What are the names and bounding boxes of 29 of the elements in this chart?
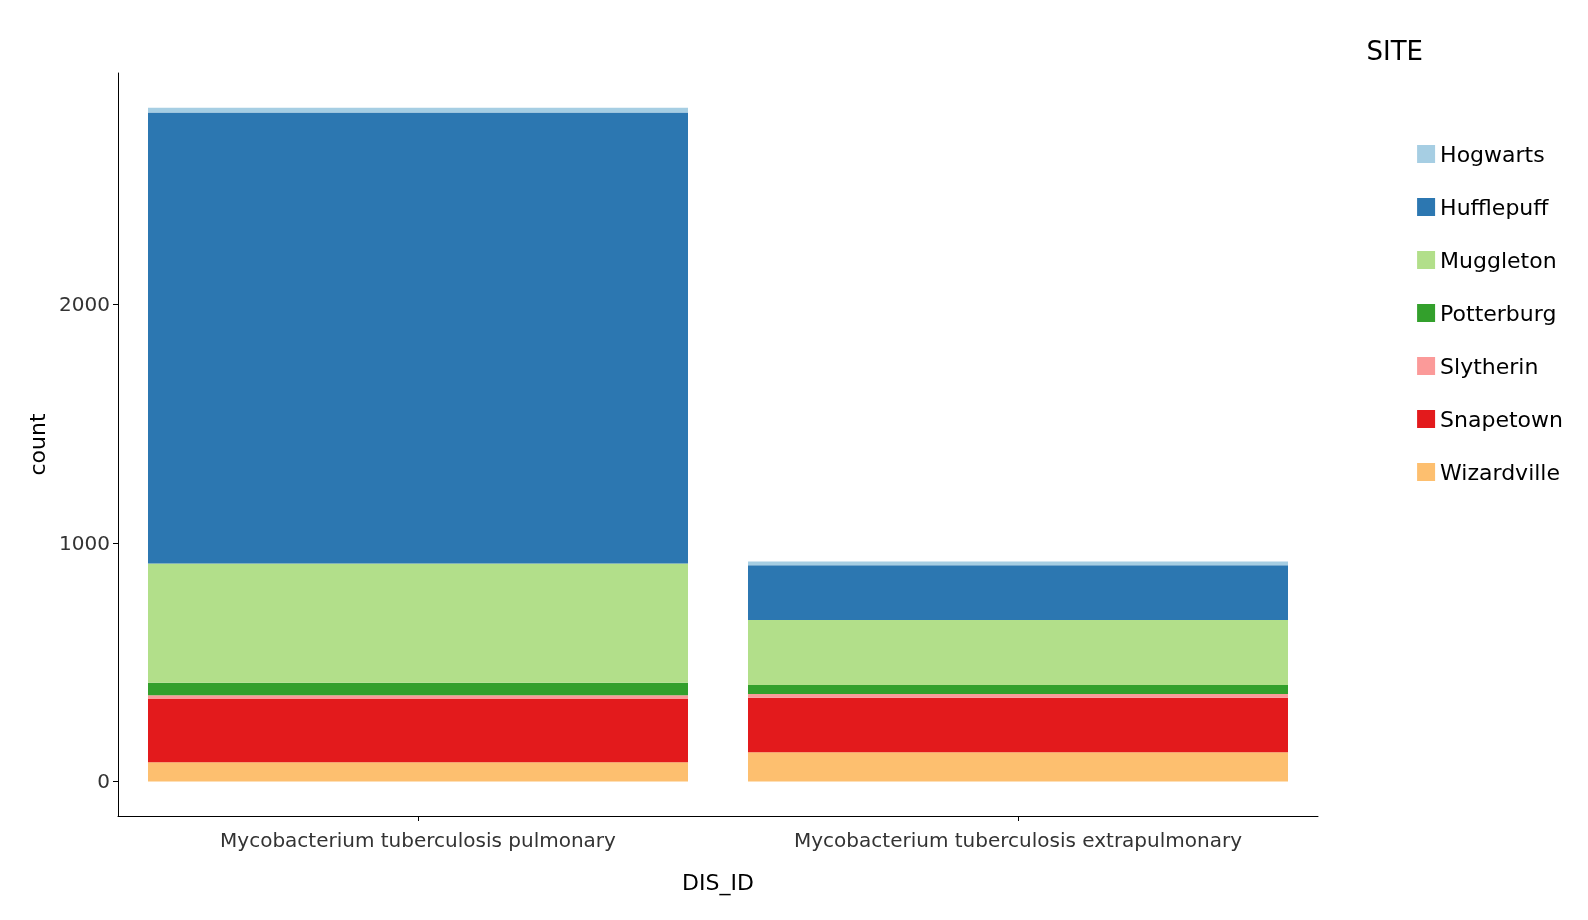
y-tick-label: 1000 bbox=[59, 530, 110, 555]
y-tick-label: 0 bbox=[97, 769, 110, 794]
bar bbox=[748, 685, 1288, 694]
bar bbox=[148, 112, 688, 564]
legend-label: Muggleton bbox=[1440, 247, 1557, 273]
x-axis-title: DIS_ID bbox=[682, 869, 754, 896]
bar bbox=[748, 693, 1288, 698]
y-axis-title: count bbox=[24, 413, 50, 476]
legend-label: Slytherin bbox=[1440, 353, 1539, 379]
bar bbox=[748, 565, 1288, 620]
x-tick-label: Mycobacterium tuberculosis pulmonary bbox=[220, 828, 617, 852]
legend-label: Potterburg bbox=[1440, 300, 1557, 326]
legend-label: Hogwarts bbox=[1440, 141, 1545, 167]
legend-label: Hufflepuff bbox=[1440, 194, 1550, 220]
x-tick-label: Mycobacterium tuberculosis extrapulmonary bbox=[794, 828, 1243, 852]
bar bbox=[148, 699, 688, 763]
bar bbox=[148, 563, 688, 683]
bar bbox=[148, 695, 688, 700]
bar bbox=[748, 752, 1288, 782]
bar bbox=[748, 561, 1288, 566]
legend-title: SITE bbox=[1366, 36, 1423, 66]
legend-label: Snapetown bbox=[1440, 406, 1564, 432]
bar bbox=[148, 762, 688, 782]
legend-label: Wizardville bbox=[1440, 459, 1561, 485]
bar bbox=[148, 682, 688, 696]
bar bbox=[748, 619, 1288, 686]
bar bbox=[748, 697, 1288, 753]
bar bbox=[148, 107, 688, 113]
y-tick-label: 2000 bbox=[59, 292, 110, 317]
